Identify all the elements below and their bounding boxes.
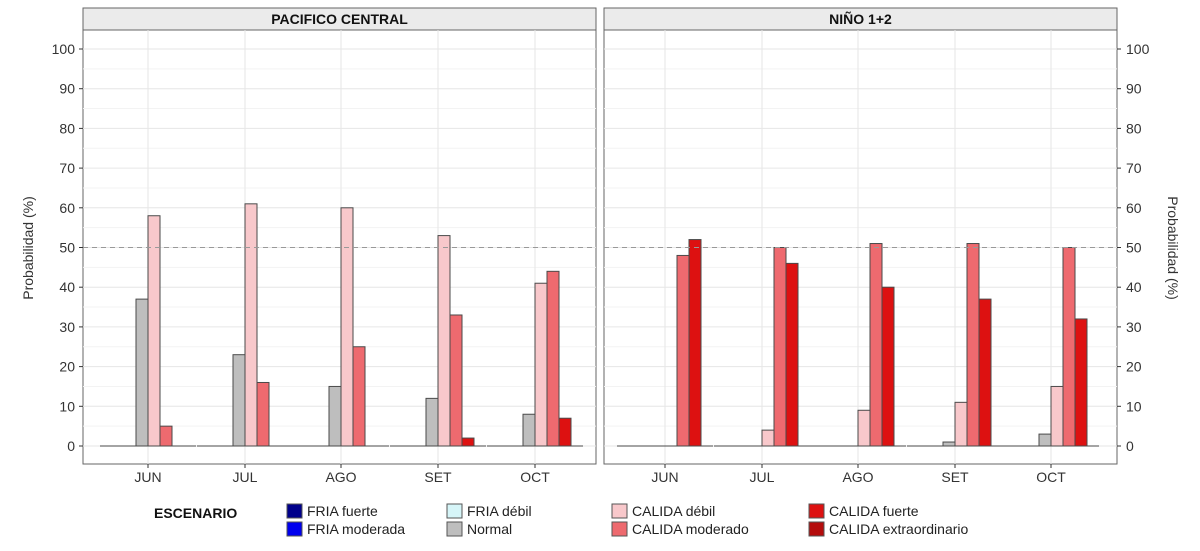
x-tick-label: OCT xyxy=(520,469,550,485)
bar-calida-moderado xyxy=(676,254,690,447)
bar-calida-fuerte xyxy=(881,286,895,447)
x-tick-label: SET xyxy=(941,469,969,485)
x-tick-label: JUN xyxy=(134,469,161,485)
bar-calida-moderado xyxy=(256,381,270,447)
bar-calida-fuerte xyxy=(785,262,799,447)
y-tick-label-right: 30 xyxy=(1126,319,1142,335)
y-tick-label-left: 70 xyxy=(59,160,75,176)
bar-calida-débil xyxy=(761,429,775,447)
bar-calida-fuerte xyxy=(1074,318,1088,447)
bar-normal xyxy=(942,441,956,447)
x-tick-label: JUL xyxy=(233,469,258,485)
bar-calida-débil xyxy=(857,409,871,447)
x-tick-label: JUL xyxy=(750,469,775,485)
bar-calida-débil xyxy=(954,401,968,447)
legend-swatch-calida-fuerte xyxy=(808,503,825,519)
y-tick-label-left: 100 xyxy=(52,41,76,57)
y-tick-label-right: 40 xyxy=(1126,279,1142,295)
x-tick-label: AGO xyxy=(842,469,873,485)
legend-swatch-fria-fuerte xyxy=(286,503,303,519)
legend-label-normal: Normal xyxy=(467,521,512,537)
bar-calida-fuerte xyxy=(978,298,992,447)
legend-label-calida-débil: CALIDA débil xyxy=(632,503,715,519)
y-tick-label-left: 40 xyxy=(59,279,75,295)
y-tick-label-right: 90 xyxy=(1126,81,1142,97)
legend-swatch-fria-moderada xyxy=(286,521,303,537)
y-axis-label-right: Probabilidad (%) xyxy=(1165,196,1181,300)
bar-calida-débil xyxy=(534,282,548,447)
bar-calida-moderado xyxy=(449,314,463,447)
bar-normal xyxy=(1038,433,1052,447)
legend-label-calida-extraordinario: CALIDA extraordinario xyxy=(829,521,969,537)
y-tick-label-right: 70 xyxy=(1126,160,1142,176)
legend-swatch-calida-extraordinario xyxy=(808,521,825,537)
y-tick-label-right: 80 xyxy=(1126,120,1142,136)
y-tick-label-right: 60 xyxy=(1126,200,1142,216)
bar-calida-moderado xyxy=(1062,247,1076,447)
panel-title: NIÑO 1+2 xyxy=(829,10,892,27)
bar-calida-fuerte xyxy=(461,437,475,447)
legend-label-calida-moderado: CALIDA moderado xyxy=(632,521,749,537)
bar-normal xyxy=(328,385,342,447)
y-axis-label-left: Probabilidad (%) xyxy=(20,196,36,300)
legend-label-fria-moderada: FRIA moderada xyxy=(307,521,405,537)
bar-calida-moderado xyxy=(546,270,560,447)
y-tick-label-right: 100 xyxy=(1126,41,1150,57)
bar-calida-moderado xyxy=(159,425,173,447)
bar-calida-moderado xyxy=(773,247,787,447)
bar-calida-débil xyxy=(437,235,451,447)
bar-calida-moderado xyxy=(966,243,980,447)
y-tick-label-left: 90 xyxy=(59,81,75,97)
legend-label-fria-débil: FRIA débil xyxy=(467,503,532,519)
legend-label-fria-fuerte: FRIA fuerte xyxy=(307,503,378,519)
legend-label-calida-fuerte: CALIDA fuerte xyxy=(829,503,919,519)
y-tick-label-left: 60 xyxy=(59,200,75,216)
legend-swatch-fria-débil xyxy=(446,503,463,519)
y-tick-label-right: 10 xyxy=(1126,398,1142,414)
legend-swatch-calida-débil xyxy=(611,503,628,519)
y-tick-label-left: 20 xyxy=(59,359,75,375)
bar-normal xyxy=(135,298,149,447)
bar-calida-débil xyxy=(1050,385,1064,447)
x-tick-label: AGO xyxy=(325,469,356,485)
bar-calida-moderado xyxy=(869,243,883,447)
y-tick-label-right: 0 xyxy=(1126,438,1134,454)
x-tick-label: OCT xyxy=(1036,469,1066,485)
bar-normal xyxy=(232,354,246,447)
bar-calida-débil xyxy=(244,203,258,447)
y-tick-label-left: 80 xyxy=(59,120,75,136)
legend-swatch-normal xyxy=(446,521,463,537)
panel-title: PACIFICO CENTRAL xyxy=(271,11,408,27)
bar-calida-fuerte xyxy=(688,239,702,447)
y-tick-label-right: 20 xyxy=(1126,359,1142,375)
legend-swatch-calida-moderado xyxy=(611,521,628,537)
bar-normal xyxy=(522,413,536,447)
y-tick-label-left: 50 xyxy=(59,240,75,256)
bar-calida-débil xyxy=(147,215,161,447)
bar-calida-moderado xyxy=(352,346,366,447)
y-tick-label-left: 10 xyxy=(59,398,75,414)
y-tick-label-left: 0 xyxy=(67,438,75,454)
bar-calida-fuerte xyxy=(558,417,572,447)
x-tick-label: JUN xyxy=(651,469,678,485)
legend-title: ESCENARIO xyxy=(154,505,237,521)
bar-normal xyxy=(425,397,439,447)
x-tick-label: SET xyxy=(424,469,452,485)
y-tick-label-right: 50 xyxy=(1126,240,1142,256)
bar-calida-débil xyxy=(340,207,354,447)
y-tick-label-left: 30 xyxy=(59,319,75,335)
